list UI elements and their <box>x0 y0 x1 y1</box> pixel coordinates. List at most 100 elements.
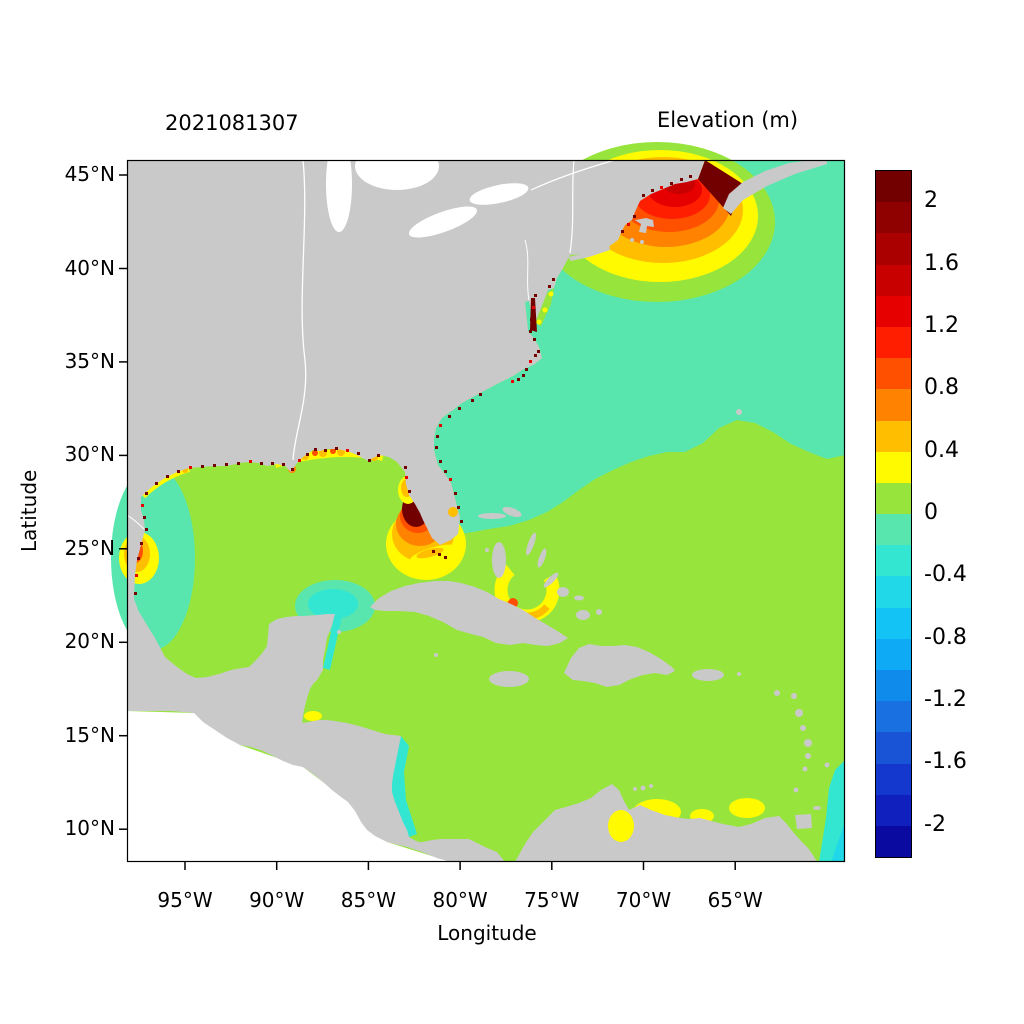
estuary-speckle <box>439 424 442 427</box>
y-tick-label: 40°N <box>64 255 115 280</box>
estuary-speckle <box>537 350 540 353</box>
colorbar-segment <box>876 638 911 670</box>
colorbar-tick-label: -0.8 <box>924 624 967 650</box>
estuary-speckle <box>642 194 645 197</box>
estuary-speckle <box>271 462 274 465</box>
x-tick-label: 70°W <box>615 888 672 912</box>
estuary-speckle <box>479 393 482 396</box>
yucatan-negative-core <box>308 589 358 619</box>
estuary-speckle <box>298 459 301 462</box>
estuary-speckle <box>457 506 460 509</box>
hispaniola-island <box>564 644 675 687</box>
cozumel-island <box>337 630 341 634</box>
estuary-speckle <box>213 464 216 467</box>
venezuela-patch <box>729 798 765 818</box>
x-tick-label: 85°W <box>340 888 396 912</box>
estuary-speckle <box>177 470 180 473</box>
estuary-speckle <box>282 463 285 466</box>
estuary-speckle <box>534 294 537 297</box>
gulf-dab <box>312 450 318 456</box>
lake-erie <box>408 206 478 238</box>
lake-michigan <box>326 136 352 232</box>
aruba-island <box>633 787 637 791</box>
estuary-speckle <box>444 470 447 473</box>
estuary-speckle <box>225 463 228 466</box>
estuary-speckle <box>534 354 537 357</box>
colorbar-segment <box>876 732 911 764</box>
trinidad-island <box>795 814 812 829</box>
colorbar-tick-label: 1.2 <box>924 312 959 338</box>
estuary-speckle <box>651 189 654 192</box>
colorbar-segment <box>876 358 911 390</box>
estuary-speckle <box>471 399 474 402</box>
estuary-speckle <box>517 378 520 381</box>
x-tick-label: 80°W <box>432 888 488 912</box>
hudson-river <box>569 159 575 254</box>
inland-water-features <box>448 298 634 842</box>
estuary-speckle <box>335 447 338 450</box>
estuary-speckle <box>689 175 692 178</box>
grand-bahama-island <box>478 513 506 519</box>
colorbar-segment <box>876 825 911 858</box>
estuary-speckle <box>324 449 327 452</box>
inagua-island <box>576 610 590 620</box>
fringe-dab <box>542 307 548 313</box>
colorbar-tick-label: -0.4 <box>924 562 967 588</box>
x-tick-label: 90°W <box>249 888 305 912</box>
estuary-speckle <box>306 453 309 456</box>
estuary-speckle <box>670 182 673 185</box>
colorbar-segment <box>876 607 911 639</box>
estuary-speckle <box>405 476 408 479</box>
estuary-speckle <box>529 360 532 363</box>
estuary-speckle <box>680 178 683 181</box>
estuary-speckle <box>368 459 371 462</box>
estuary-speckle <box>314 448 317 451</box>
colorbar-segment <box>876 514 911 546</box>
colorbar-tick-label: -2 <box>924 811 946 837</box>
colorbar-segment <box>876 482 911 515</box>
long-island-ny <box>568 245 610 261</box>
bermuda-island <box>736 409 742 415</box>
estuary-speckle <box>145 492 148 495</box>
estuary-speckle <box>525 368 528 371</box>
mayaguana-island <box>574 595 584 601</box>
y-tick-label: 25°N <box>64 535 115 560</box>
estuary-speckle <box>533 338 536 341</box>
estuary-speckle <box>530 318 533 321</box>
estuary-speckle <box>529 330 532 333</box>
estuary-speckle <box>408 490 411 493</box>
axis-ticks <box>119 174 736 870</box>
st-lucia-island <box>805 753 811 759</box>
gulf-dab <box>330 448 336 454</box>
lake-maracaibo-patch <box>608 810 634 842</box>
colorbar-tick-label: -1.2 <box>924 687 967 713</box>
antigua-island <box>791 693 797 699</box>
estuary-speckle <box>438 553 441 556</box>
southeast-corner-negative-strip <box>819 760 845 862</box>
colorbar-segment <box>876 171 911 203</box>
colorbar-tick-label: 0.4 <box>924 437 959 463</box>
st-kitts-island <box>774 690 780 696</box>
estuary-speckle <box>432 550 435 553</box>
estuary-speckle <box>660 186 663 189</box>
turks-island <box>596 609 602 615</box>
plot-frame <box>126 159 846 863</box>
estuary-speckle <box>135 574 138 577</box>
colorbar-segment <box>876 545 911 577</box>
southeast-corner-negative-core <box>831 822 845 862</box>
cape-cod <box>635 218 654 233</box>
cozumel-negative-strip <box>323 614 342 670</box>
estuary-speckle <box>436 435 439 438</box>
y-tick-label: 45°N <box>64 162 115 186</box>
tobago-island <box>813 806 821 810</box>
timestamp-title: 2021081307 <box>165 111 299 135</box>
crooked-island <box>557 587 569 597</box>
x-axis-label: Longitude <box>437 921 537 945</box>
colorbar-tick-label: 2 <box>924 188 938 214</box>
jamaica-island <box>489 671 529 687</box>
cayman-island <box>434 653 438 657</box>
estuary-speckle <box>458 407 461 410</box>
rio-grande-river <box>126 514 145 530</box>
bonaire-island <box>649 784 653 788</box>
